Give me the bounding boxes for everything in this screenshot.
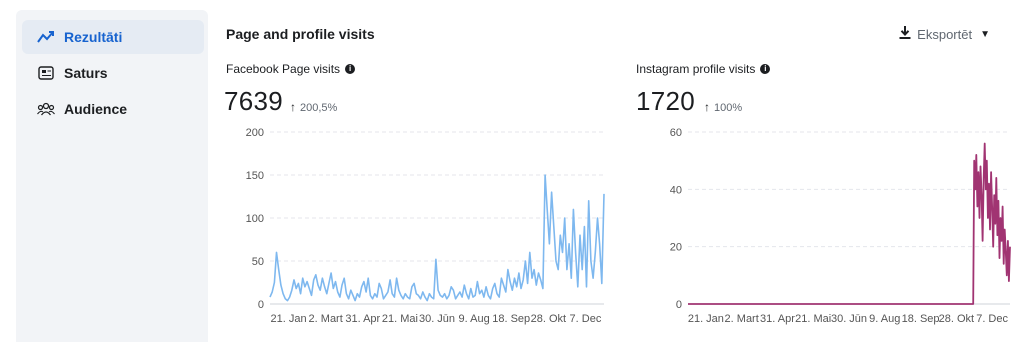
info-icon[interactable]: i [760,64,771,74]
x-tick-label: 2. Mart [309,313,343,325]
y-tick-label: 40 [670,184,682,196]
x-tick-label: 28. Okt [531,313,566,325]
x-tick-label: 9. Aug [459,313,490,325]
instagram-card-title: Instagram profile visits i [636,62,771,76]
x-tick-label: 21. Jan [271,313,307,325]
y-tick-label: 50 [252,256,264,268]
series-line [269,174,605,302]
x-axis: 21. Jan 2. Mart 31. Apr 21. Mai 30. Jūn 9. Au… [271,313,602,325]
trend-line-icon [36,28,56,46]
y-tick-label: 60 [670,127,682,139]
content-icon [36,64,56,82]
arrow-up-icon: ↑ [290,100,296,114]
x-tick-label: 28. Okt [939,313,974,325]
y-tick-label: 100 [246,213,264,225]
x-tick-label: 9. Aug [869,313,900,325]
x-tick-label: 21. Mai [795,313,831,325]
x-axis: 21. Jan 2. Mart 31. Apr 21. Mai 30. Jūn 9. Au… [688,313,1009,325]
x-tick-label: 30. Jūn [831,313,867,325]
sidebar-item-label: Saturs [64,65,108,81]
info-icon[interactable]: i [345,64,356,74]
caret-down-icon: ▼ [980,28,990,40]
facebook-card-title-text: Facebook Page visits [226,62,341,76]
instagram-visits-value: 1720 [636,86,696,116]
facebook-visits-delta: ↑ 200,5% [290,100,337,114]
x-tick-label: 7. Dec [570,313,602,325]
x-tick-label: 18. Sep [492,313,530,325]
export-button[interactable]: Eksportēt ▼ [899,26,990,42]
facebook-visits-value: 7639 [224,86,284,116]
x-tick-label: 21. Jan [688,313,724,325]
download-icon [899,26,911,42]
x-tick-label: 18. Sep [902,313,940,325]
x-tick-label: 21. Mai [382,313,418,325]
instagram-delta-text: 100% [714,102,743,114]
people-icon [36,100,56,118]
facebook-delta-text: 200,5% [300,102,338,114]
x-tick-label: 31. Apr [345,313,380,325]
y-tick-label: 0 [258,299,264,311]
instagram-card-title-text: Instagram profile visits [636,62,756,76]
y-tick-label: 0 [676,299,682,311]
facebook-card-title: Facebook Page visits i [226,62,356,76]
sidebar-item-audience[interactable]: Audience [22,92,204,126]
export-label: Eksportēt [917,26,973,42]
y-tick-label: 150 [246,170,264,182]
sidebar: Rezultāti Saturs Audience [16,10,208,342]
facebook-visits-chart: 0 50 100 150 200 21. Jan 2. Mart 31. Apr 21. Mai… [246,127,605,325]
series-line [688,142,1011,305]
sidebar-item-rezultati[interactable]: Rezultāti [22,20,204,54]
x-tick-label: 30. Jūn [419,313,455,325]
y-axis: 0 20 40 60 [670,127,1010,311]
x-tick-label: 7. Dec [976,313,1008,325]
sidebar-item-saturs[interactable]: Saturs [22,56,204,90]
instagram-visits-chart: 0 20 40 60 21. Jan 2. Mart 31. Apr 21. Mai 30. J… [670,127,1011,325]
y-tick-label: 200 [246,127,264,139]
instagram-visits-delta: ↑ 100% [704,100,742,114]
x-tick-label: 2. Mart [725,313,759,325]
arrow-up-icon: ↑ [704,100,710,114]
y-axis: 0 50 100 150 200 [246,127,604,311]
sidebar-item-label: Audience [64,101,128,117]
section-title: Page and profile visits [226,26,375,42]
y-tick-label: 20 [670,242,682,254]
sidebar-item-label: Rezultāti [64,29,123,45]
x-tick-label: 31. Apr [760,313,795,325]
